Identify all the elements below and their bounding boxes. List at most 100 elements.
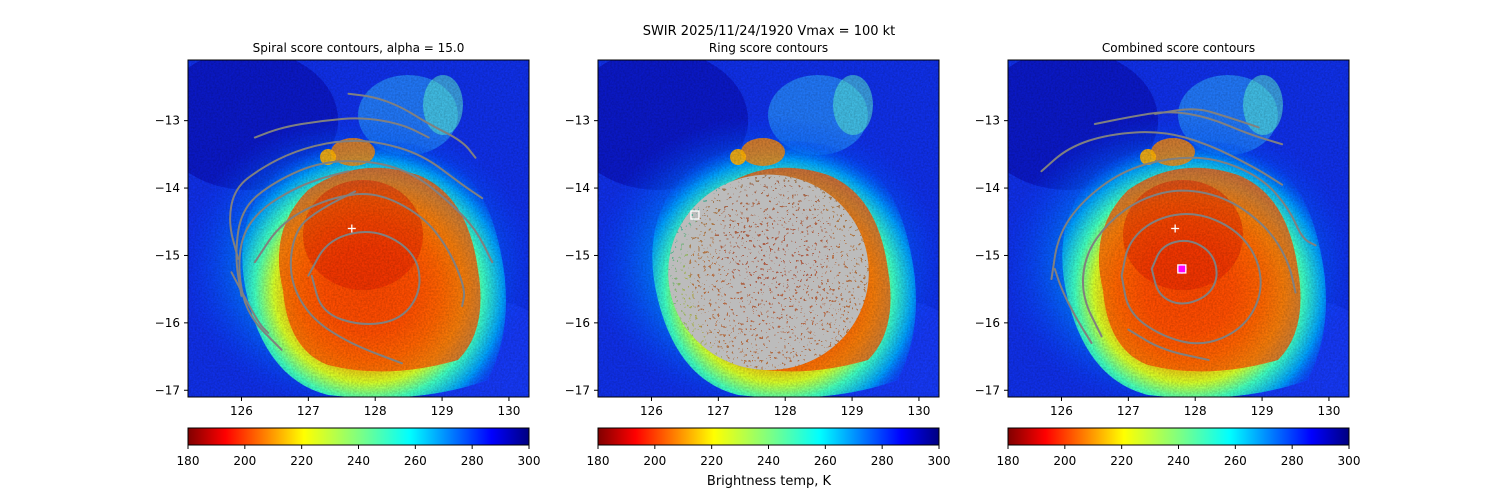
ring-xtick-label: 129 bbox=[841, 404, 864, 418]
spiral-colorbar-tick-label: 180 bbox=[177, 454, 200, 468]
ring-panel: Ring score contours 126 127 128 129 130 −13 −1… bbox=[565, 41, 940, 418]
combined-score-contour bbox=[1040, 131, 1284, 186]
combined-panel: Combined score contours 126 127 128 129 130 −… bbox=[975, 41, 1378, 420]
spiral-colorbar: 180 200 220 240 260 280 300 bbox=[177, 427, 541, 468]
spiral-xtick-label: 129 bbox=[431, 404, 454, 418]
colorbar-label: Brightness temp, K bbox=[707, 474, 832, 489]
spiral-axes-frame bbox=[187, 59, 530, 398]
ring-colorbar-ticks: 180 200 220 240 260 280 300 bbox=[587, 445, 951, 468]
combined-colorbar-tick-label: 300 bbox=[1338, 454, 1361, 468]
ring-colorbar-tick-label: 240 bbox=[757, 454, 780, 468]
ring-ytick-label: −13 bbox=[565, 114, 590, 128]
combined-ytick-label: −16 bbox=[975, 316, 1000, 330]
ring-colorbar: 180 200 220 240 260 280 300 bbox=[587, 427, 951, 468]
ring-xtick-label: 127 bbox=[707, 404, 730, 418]
spiral-panel-title: Spiral score contours, alpha = 15.0 bbox=[253, 41, 465, 55]
ring-colorbar-tick-label: 220 bbox=[700, 454, 723, 468]
combined-xtick-label: 127 bbox=[1117, 404, 1140, 418]
combined-center-plus-marker bbox=[1171, 224, 1180, 233]
spiral-score-contour bbox=[347, 92, 477, 159]
spiral-score-contour bbox=[238, 170, 350, 351]
ring-marker-group bbox=[690, 210, 700, 220]
combined-panel-image bbox=[978, 50, 1378, 420]
spiral-xtick-label: 127 bbox=[297, 404, 320, 418]
spiral-colorbar-bar bbox=[187, 427, 530, 446]
ring-colorbar-bar bbox=[597, 427, 940, 446]
spiral-center-plus-marker bbox=[347, 224, 356, 233]
combined-axes-frame bbox=[1007, 59, 1350, 398]
combined-xtick-label: 130 bbox=[1317, 404, 1340, 418]
spiral-ytick-label: −14 bbox=[155, 181, 180, 195]
ring-square-marker bbox=[690, 210, 700, 220]
spiral-ytick-label: −17 bbox=[155, 383, 180, 397]
spiral-colorbar-tick-label: 220 bbox=[290, 454, 313, 468]
combined-ytick-label: −13 bbox=[975, 114, 1000, 128]
combined-colorbar-tick-label: 240 bbox=[1167, 454, 1190, 468]
spiral-ytick-label: −15 bbox=[155, 248, 180, 262]
combined-xtick-label: 126 bbox=[1050, 404, 1073, 418]
combined-score-contour bbox=[1127, 328, 1210, 361]
spiral-colorbar-tick-label: 240 bbox=[347, 454, 370, 468]
ring-colorbar-tick-label: 260 bbox=[814, 454, 837, 468]
combined-colorbar-ticks: 180 200 220 240 260 280 300 bbox=[997, 445, 1361, 468]
combined-score-contour bbox=[1053, 267, 1093, 345]
combined-colorbar-tick-label: 260 bbox=[1224, 454, 1247, 468]
combined-axis-ticks: 126 127 128 129 130 −13 −14 −15 −16 −17 bbox=[975, 114, 1341, 418]
figure-suptitle: SWIR 2025/11/24/1920 Vmax = 100 kt bbox=[643, 24, 896, 39]
spiral-xtick-label: 126 bbox=[230, 404, 253, 418]
combined-score-contour bbox=[1120, 213, 1262, 345]
spiral-score-contour bbox=[253, 193, 466, 308]
ring-colorbar-tick-label: 300 bbox=[928, 454, 951, 468]
ring-ytick-label: −14 bbox=[565, 181, 590, 195]
spiral-xtick-label: 130 bbox=[497, 404, 520, 418]
combined-colorbar-tick-label: 220 bbox=[1110, 454, 1133, 468]
combined-colorbar-bar bbox=[1007, 427, 1350, 446]
combined-contour-group bbox=[1040, 108, 1317, 361]
ring-axes-frame bbox=[597, 59, 940, 398]
spiral-colorbar-tick-label: 280 bbox=[461, 454, 484, 468]
ring-colorbar-tick-label: 280 bbox=[871, 454, 894, 468]
spiral-colorbar-ticks: 180 200 220 240 260 280 300 bbox=[177, 445, 541, 468]
ring-ytick-label: −17 bbox=[565, 383, 590, 397]
spiral-axis-ticks: 126 127 128 129 130 −13 −14 −15 −16 −17 bbox=[155, 114, 521, 418]
ring-ytick-label: −16 bbox=[565, 316, 590, 330]
ring-colorbar-tick-label: 200 bbox=[643, 454, 666, 468]
ring-xtick-label: 128 bbox=[774, 404, 797, 418]
spiral-contour-group bbox=[229, 92, 494, 365]
combined-circle-marker bbox=[1176, 263, 1187, 274]
spiral-marker-group bbox=[347, 224, 356, 233]
spiral-panel-image bbox=[158, 50, 558, 420]
spiral-colorbar-tick-label: 300 bbox=[518, 454, 541, 468]
spiral-score-contour bbox=[229, 139, 484, 260]
ring-axis-ticks: 126 127 128 129 130 −13 −14 −15 −16 −17 bbox=[565, 114, 931, 418]
combined-ytick-label: −15 bbox=[975, 248, 1000, 262]
spiral-score-contour bbox=[230, 271, 270, 334]
ring-panel-title: Ring score contours bbox=[709, 41, 828, 55]
combined-ytick-label: −14 bbox=[975, 181, 1000, 195]
combined-xtick-label: 129 bbox=[1251, 404, 1274, 418]
spiral-ytick-label: −16 bbox=[155, 316, 180, 330]
spiral-colorbar-tick-label: 200 bbox=[233, 454, 256, 468]
combined-xtick-label: 128 bbox=[1184, 404, 1207, 418]
combined-score-contour bbox=[1154, 108, 1260, 129]
spiral-ytick-label: −13 bbox=[155, 114, 180, 128]
ring-xtick-label: 130 bbox=[907, 404, 930, 418]
combined-colorbar: 180 200 220 240 260 280 300 bbox=[997, 427, 1361, 468]
ring-colorbar-tick-label: 180 bbox=[587, 454, 610, 468]
combined-ytick-label: −17 bbox=[975, 383, 1000, 397]
combined-colorbar-tick-label: 180 bbox=[997, 454, 1020, 468]
ring-xtick-label: 126 bbox=[640, 404, 663, 418]
combined-panel-title: Combined score contours bbox=[1102, 41, 1255, 55]
combined-square-marker bbox=[1177, 264, 1187, 274]
combined-colorbar-tick-label: 280 bbox=[1281, 454, 1304, 468]
combined-score-contour bbox=[1081, 189, 1297, 338]
combined-colorbar-tick-label: 200 bbox=[1053, 454, 1076, 468]
spiral-panel: Spiral score contours, alpha = 15.0 126 1… bbox=[155, 41, 558, 420]
combined-score-contour bbox=[1050, 156, 1317, 281]
combined-marker-group bbox=[1171, 224, 1187, 274]
spiral-score-contour bbox=[289, 190, 403, 365]
combined-score-contour bbox=[1150, 239, 1218, 305]
ring-ring-contour-mesh bbox=[668, 174, 869, 371]
spiral-xtick-label: 128 bbox=[364, 404, 387, 418]
